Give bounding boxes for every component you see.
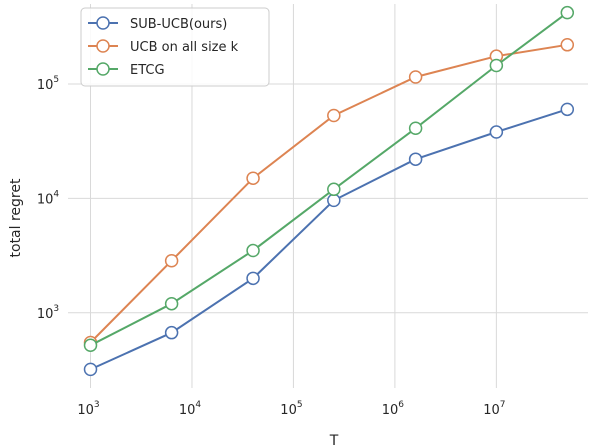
y-tick-labels: 103 104 105	[37, 75, 60, 322]
data-point	[164, 253, 179, 268]
data-point	[560, 38, 575, 52]
data-point	[246, 243, 260, 258]
series-1	[83, 102, 575, 377]
x-tick-label: 107	[483, 400, 505, 418]
axes: total regret T	[8, 178, 339, 447]
legend-label: ETCG	[130, 63, 165, 78]
data-point	[83, 338, 98, 353]
y-axis-label: total regret	[8, 178, 24, 257]
data-point	[408, 152, 423, 166]
data-point	[560, 5, 575, 20]
data-point	[489, 125, 504, 139]
x-tick-label: 103	[77, 400, 99, 418]
legend-marker	[96, 62, 110, 76]
x-axis-label: T	[329, 433, 339, 447]
x-tick-labels: 103 104 105 106 107	[77, 400, 505, 418]
data-point	[164, 296, 179, 311]
x-tick-label: 104	[179, 400, 202, 418]
series-lines	[83, 5, 575, 377]
legend-label: UCB on all size k	[130, 40, 239, 55]
data-point	[560, 102, 575, 117]
series-3	[83, 5, 575, 353]
y-tick-label: 104	[37, 189, 60, 207]
y-tick-label: 103	[37, 304, 59, 322]
legend-marker	[96, 39, 110, 53]
data-point	[246, 271, 260, 286]
data-point	[327, 193, 341, 208]
data-point	[83, 362, 98, 377]
data-point	[327, 108, 341, 123]
y-tick-label: 105	[37, 75, 59, 93]
data-point	[164, 325, 179, 340]
legend-label: SUB-UCB(ours)	[130, 17, 227, 32]
x-tick-label: 105	[280, 400, 302, 418]
data-point	[327, 182, 341, 197]
legend-box	[80, 7, 270, 87]
series-line	[90, 108, 568, 371]
data-point	[408, 121, 423, 136]
legend-marker	[96, 16, 110, 30]
x-tick-label: 106	[382, 400, 405, 418]
legend: SUB-UCB(ours) UCB on all size k ETCG	[80, 7, 270, 87]
data-point	[246, 171, 260, 185]
data-point	[408, 70, 423, 84]
data-point	[489, 58, 504, 73]
